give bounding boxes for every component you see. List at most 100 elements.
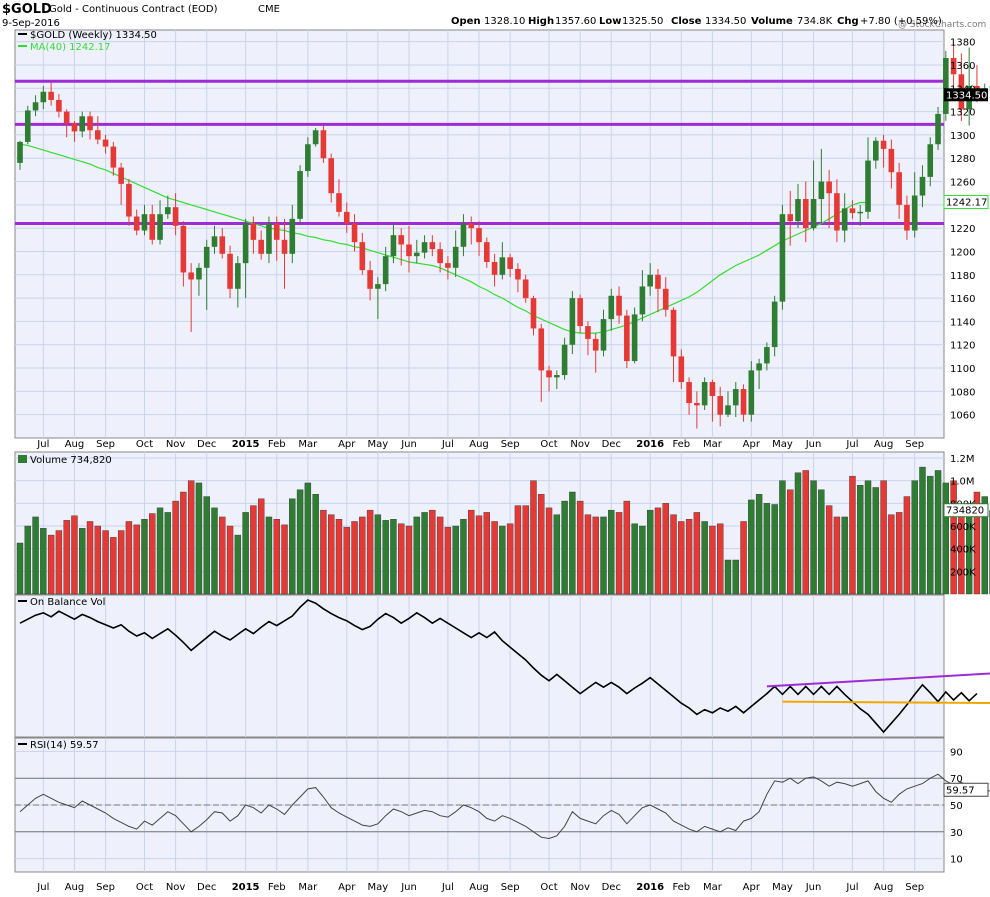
volume-bar	[351, 521, 358, 595]
volume-bar	[779, 480, 786, 595]
x-tick-label: Jul	[441, 439, 454, 450]
candle-body	[499, 257, 506, 275]
volume-bar	[880, 480, 887, 595]
candle-body	[351, 223, 358, 243]
candle-body	[678, 356, 685, 383]
price-legend-ma: MA(40) 1242.17	[30, 42, 111, 53]
volume-bar	[374, 514, 382, 595]
volume-bar	[444, 526, 452, 595]
x-tick-label: Sep	[905, 439, 924, 450]
candle-body	[717, 396, 723, 415]
candle-body	[561, 344, 568, 376]
candle-body	[880, 140, 887, 149]
obv-lower-trendline	[782, 700, 990, 705]
candle-body	[359, 242, 366, 271]
volume-bar	[569, 491, 576, 595]
candle-body	[305, 144, 311, 172]
price-tick-label: 1300	[950, 131, 975, 142]
candle-body	[491, 261, 498, 275]
volume-bar	[156, 507, 164, 595]
volume-bar	[382, 520, 389, 595]
volume-bar	[468, 509, 475, 595]
volume-bar	[172, 500, 179, 595]
volume-bar	[584, 514, 592, 595]
candle-body	[725, 405, 731, 415]
volume-bar	[125, 521, 133, 595]
candle-body	[834, 193, 840, 231]
volume-panel: 200K400K600K800K1.0M1.2M Volume 734,820 …	[14, 451, 990, 595]
x-tick-label: Dec	[602, 882, 621, 893]
candle-body	[732, 389, 739, 406]
volume-bar	[86, 521, 94, 595]
candle-body	[382, 256, 389, 285]
volume-bar	[787, 489, 794, 595]
volume-bar	[810, 480, 817, 595]
candle-body	[227, 253, 233, 289]
candle-body	[927, 144, 934, 177]
candle-body	[826, 181, 832, 194]
x-tick-label: May	[368, 439, 389, 450]
candle-body	[647, 274, 653, 287]
volume-bar	[919, 466, 926, 595]
volume-bar	[794, 472, 802, 595]
x-tick-label: Nov	[166, 439, 186, 450]
volume-bar	[312, 494, 319, 595]
candle-body	[530, 298, 537, 329]
candle-body	[585, 326, 591, 339]
x-tick-label: Mar	[703, 439, 723, 450]
candle-body	[437, 249, 443, 264]
x-tick-label: Aug	[469, 439, 489, 450]
volume-bar	[40, 528, 47, 595]
price-tick-label: 1080	[950, 387, 975, 398]
volume-bar	[670, 514, 677, 595]
low-label: Low	[599, 16, 621, 27]
volume-bar	[94, 525, 102, 595]
candle-body	[328, 158, 334, 194]
obv-legend-swatch	[18, 600, 27, 602]
volume-bar	[857, 485, 864, 595]
price-x-axis: Jul Aug Sep Oct Nov Dec 2015 Feb Mar Apr May Jun Jul…	[36, 439, 924, 450]
volume-legend: Volume 734,820	[30, 455, 112, 466]
obv-upper-trendline	[766, 672, 990, 688]
x-tick-label: 2015	[232, 882, 260, 893]
candle-body	[911, 195, 918, 231]
candle-body	[670, 309, 677, 357]
x-tick-label: Jun	[805, 882, 822, 893]
x-tick-label: Jul	[845, 439, 858, 450]
candle-body	[624, 315, 630, 362]
candle-body	[367, 270, 373, 289]
volume-legend-swatch	[18, 455, 27, 463]
rsi-value-tag-text: 59.57	[946, 785, 975, 796]
price-tick-label: 1120	[950, 341, 975, 352]
candle-body	[266, 223, 272, 254]
candle-body	[429, 242, 436, 250]
candle-body	[273, 223, 280, 240]
x-tick-label: Aug	[874, 882, 894, 893]
volume-bar	[234, 534, 242, 595]
price-tick-label: 1140	[950, 317, 975, 328]
close-label: Close	[671, 16, 702, 27]
volume-bar	[226, 525, 234, 595]
volume-bar	[864, 480, 872, 595]
candle-body	[196, 267, 202, 280]
price-panel: 1060108011001120114011601180120012201240…	[14, 29, 990, 439]
price-tick-label: 1320	[950, 108, 975, 119]
candle-body	[219, 236, 226, 254]
volume-tick-label: 600K	[950, 522, 976, 533]
low-value: 1325.50	[622, 16, 663, 27]
volume-bar	[141, 519, 148, 595]
volume-bar	[242, 512, 249, 595]
candle-body	[258, 239, 264, 254]
candle-body	[110, 146, 117, 168]
x-tick-label: Sep	[501, 439, 520, 450]
legend-swatch-ma	[18, 45, 27, 47]
x-tick-label: Mar	[298, 439, 318, 450]
obv-line	[19, 599, 978, 734]
x-tick-label: Oct	[136, 439, 153, 450]
volume-bar	[71, 515, 78, 595]
volume-bar	[646, 509, 654, 595]
volume-tick-label: 1.2M	[950, 454, 975, 465]
volume-bar	[499, 525, 506, 595]
x-tick-label: Dec	[197, 439, 216, 450]
candle-body	[748, 370, 755, 415]
